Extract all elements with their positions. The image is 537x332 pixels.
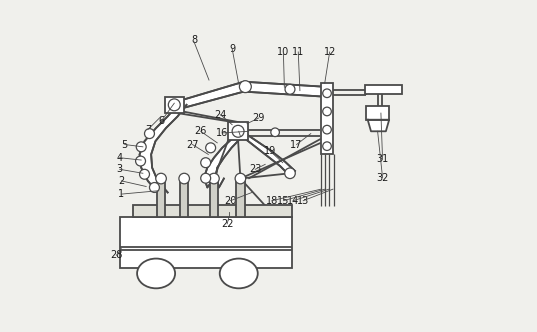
Polygon shape (204, 140, 239, 188)
Bar (180, 179, 188, 217)
Text: 11: 11 (292, 47, 304, 57)
Ellipse shape (137, 259, 175, 288)
Circle shape (285, 168, 295, 179)
Circle shape (156, 173, 166, 184)
Bar (157, 179, 165, 217)
Bar (236, 179, 245, 217)
Text: 31: 31 (376, 154, 389, 164)
Circle shape (323, 107, 331, 116)
Circle shape (240, 81, 251, 93)
Text: 13: 13 (297, 196, 309, 206)
Text: 5: 5 (121, 139, 128, 149)
Bar (228, 123, 248, 140)
Circle shape (271, 128, 279, 136)
Text: 16: 16 (216, 128, 228, 138)
Polygon shape (183, 82, 244, 108)
Text: 17: 17 (291, 139, 303, 149)
Text: 32: 32 (376, 173, 389, 183)
Text: 27: 27 (186, 139, 199, 149)
Circle shape (206, 143, 215, 153)
Bar (365, 85, 402, 94)
Polygon shape (244, 82, 323, 97)
Circle shape (323, 125, 331, 134)
Circle shape (149, 183, 159, 193)
Text: 9: 9 (229, 43, 235, 54)
Text: 26: 26 (194, 126, 207, 136)
Ellipse shape (220, 259, 258, 288)
Text: 1: 1 (118, 189, 125, 199)
Circle shape (179, 173, 190, 184)
Circle shape (136, 142, 146, 152)
Text: 10: 10 (277, 47, 289, 57)
Text: 20: 20 (224, 196, 237, 206)
Text: 2: 2 (118, 176, 125, 186)
Text: 4: 4 (117, 153, 123, 163)
Circle shape (201, 158, 211, 168)
Text: 21: 21 (223, 207, 235, 217)
Polygon shape (368, 120, 389, 131)
Text: 25: 25 (234, 131, 246, 141)
Bar (321, 83, 333, 154)
Circle shape (323, 142, 331, 150)
Circle shape (232, 125, 244, 137)
Circle shape (140, 169, 149, 179)
Text: 15: 15 (277, 196, 289, 206)
Circle shape (285, 84, 295, 94)
Bar (165, 97, 184, 113)
Polygon shape (140, 105, 186, 193)
Text: 22: 22 (221, 219, 234, 229)
Bar (120, 217, 292, 269)
Text: 28: 28 (110, 250, 122, 260)
Bar (366, 107, 389, 120)
Text: 12: 12 (323, 47, 336, 57)
Text: 19: 19 (264, 146, 276, 156)
Polygon shape (247, 134, 295, 176)
Circle shape (235, 173, 246, 184)
Text: 6: 6 (158, 117, 164, 126)
Circle shape (136, 156, 146, 166)
Text: 8: 8 (191, 36, 197, 45)
Text: 3: 3 (117, 164, 123, 174)
Circle shape (201, 173, 211, 183)
Bar (133, 205, 292, 217)
Text: 14: 14 (287, 196, 300, 206)
Circle shape (323, 89, 331, 98)
Text: 7: 7 (144, 124, 151, 135)
Bar (209, 179, 218, 217)
Text: 29: 29 (252, 113, 265, 123)
Text: 23: 23 (249, 164, 262, 174)
Circle shape (168, 99, 180, 111)
Text: 24: 24 (214, 110, 227, 120)
Circle shape (144, 128, 155, 138)
Text: 18: 18 (266, 196, 278, 206)
Circle shape (209, 173, 219, 184)
